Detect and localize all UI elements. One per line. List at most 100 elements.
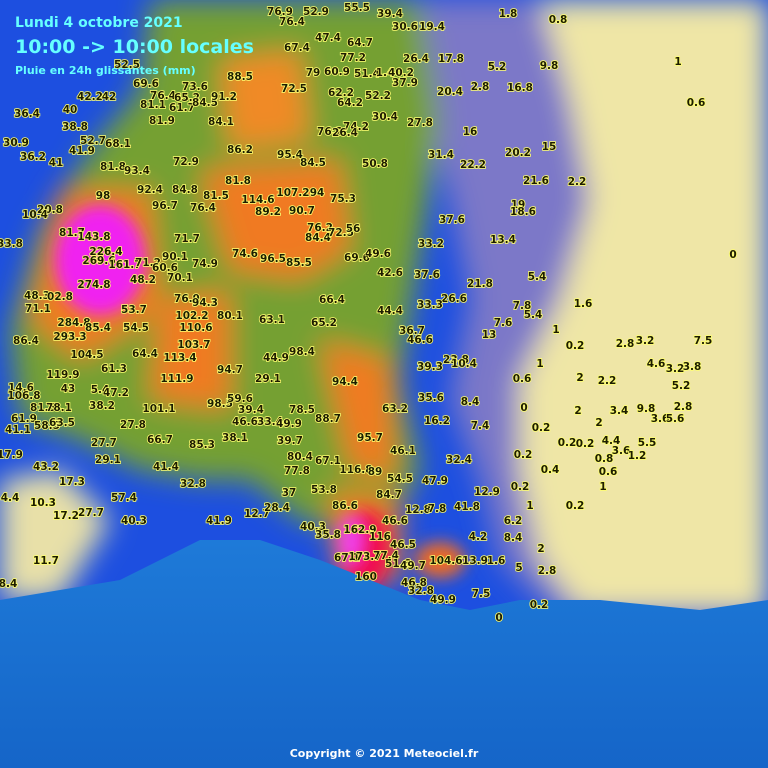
- station-value: 32.8: [408, 585, 434, 597]
- station-value: 66.4: [319, 294, 345, 306]
- station-value: 94.3: [192, 297, 218, 309]
- station-value: 89: [368, 466, 383, 478]
- station-value: 27.8: [407, 117, 433, 129]
- station-value: 2.2: [598, 375, 617, 387]
- station-value: 19: [511, 199, 526, 211]
- station-value: 4.6: [647, 358, 666, 370]
- station-value: 8.4: [504, 532, 523, 544]
- station-value: 67.1: [334, 552, 360, 564]
- station-value: 37.6: [414, 269, 440, 281]
- station-value: 0.2: [566, 500, 585, 512]
- station-value: 13: [482, 329, 497, 341]
- station-value: 110.6: [179, 322, 212, 334]
- station-value: 21.8: [467, 278, 493, 290]
- station-value: 293.3: [53, 331, 86, 343]
- station-value: 2.8: [471, 81, 490, 93]
- station-value: 40.3: [300, 521, 326, 533]
- station-value: 16.8: [507, 82, 533, 94]
- station-value: 4.2: [469, 531, 488, 543]
- station-value: 39.4: [238, 404, 264, 416]
- station-value: 42: [102, 91, 117, 103]
- station-value: 9.8: [540, 60, 559, 72]
- station-value: 84.4: [305, 232, 331, 244]
- station-value: 94.4: [332, 376, 358, 388]
- station-value: 39.3: [417, 361, 443, 373]
- station-value: 76.4: [190, 202, 216, 214]
- station-value: 55.5: [344, 2, 370, 14]
- station-value: 60.6: [152, 262, 178, 274]
- station-value: 17.3: [59, 476, 85, 488]
- station-value: 43: [61, 383, 76, 395]
- station-value: 57.4: [111, 492, 137, 504]
- station-value: 29.1: [95, 454, 121, 466]
- station-value: 63.5: [49, 417, 75, 429]
- station-value: 63.1: [259, 314, 285, 326]
- station-value: 49.6: [365, 248, 391, 260]
- station-value: 60.9: [324, 66, 350, 78]
- station-value: 81.5: [203, 190, 229, 202]
- time-range: 10:00 -> 10:00 locales: [15, 36, 254, 58]
- station-value: 161.7: [108, 259, 141, 271]
- station-value: 33.2: [418, 238, 444, 250]
- station-value: 0.8: [595, 453, 614, 465]
- station-value: 0.2: [511, 481, 530, 493]
- station-value: 32.4: [446, 454, 472, 466]
- station-value: 12.7: [244, 508, 270, 520]
- subtitle: Pluie en 24h glissantes (mm): [15, 64, 196, 77]
- station-value: 42.2: [77, 91, 103, 103]
- station-value: 71.2: [135, 257, 161, 269]
- station-value: 1: [536, 358, 543, 370]
- station-value: 4.4: [602, 435, 621, 447]
- station-value: 3.4: [610, 405, 629, 417]
- station-value: 107.2: [276, 187, 309, 199]
- station-value: 17.8: [438, 53, 464, 65]
- station-value: 85.3: [189, 439, 215, 451]
- station-value: 93.4: [124, 165, 150, 177]
- station-value: 90.7: [289, 205, 315, 217]
- station-value: 46.5: [390, 539, 416, 551]
- station-value: 51.6: [385, 558, 411, 570]
- copyright: Copyright © 2021 Meteociel.fr: [290, 747, 479, 760]
- station-value: 76.9: [174, 293, 200, 305]
- station-value: 10.4: [22, 209, 48, 221]
- station-value: 20.4: [437, 86, 463, 98]
- station-value: 72.5: [281, 83, 307, 95]
- station-value: 98.5: [207, 398, 233, 410]
- station-value: 27.7: [91, 437, 117, 449]
- station-value: 54.5: [387, 473, 413, 485]
- station-value: 81.8: [100, 161, 126, 173]
- station-value: 98: [96, 190, 111, 202]
- station-value: 7.6: [494, 317, 513, 329]
- station-value: 5: [515, 562, 522, 574]
- station-value: 92.4: [137, 184, 163, 196]
- station-value: 80.1: [217, 310, 243, 322]
- station-value: 5.2: [672, 380, 691, 392]
- station-value: 30.9: [3, 137, 29, 149]
- station-value: 13.9: [462, 555, 488, 567]
- station-value: 1.4: [376, 67, 395, 79]
- station-value: 46.8: [401, 577, 427, 589]
- station-value: 26.4: [403, 53, 429, 65]
- station-value: 32.8: [180, 478, 206, 490]
- station-value: 35.8: [315, 529, 341, 541]
- station-value: 37.9: [392, 77, 418, 89]
- station-value: 74.9: [192, 258, 218, 270]
- station-value: 61.9: [11, 413, 37, 425]
- station-value: 2.8: [616, 338, 635, 350]
- station-value: 2: [537, 543, 544, 555]
- station-value: 84.5: [192, 97, 218, 109]
- station-value: 49.7: [400, 560, 426, 572]
- station-value: 15: [542, 141, 557, 153]
- station-value: 52.7: [80, 135, 106, 147]
- station-value: 40.3: [121, 515, 147, 527]
- station-value: 26.4: [332, 127, 358, 139]
- station-value: 19.4: [419, 21, 445, 33]
- station-value: 116.8: [339, 464, 372, 476]
- station-value: 71.7: [174, 233, 200, 245]
- station-value: 27.8: [120, 419, 146, 431]
- station-value: 68.1: [105, 138, 131, 150]
- station-value: 64.4: [132, 348, 158, 360]
- station-value: 2.2: [568, 176, 587, 188]
- station-value: 51.4: [354, 68, 380, 80]
- station-value: 162.9: [343, 524, 376, 536]
